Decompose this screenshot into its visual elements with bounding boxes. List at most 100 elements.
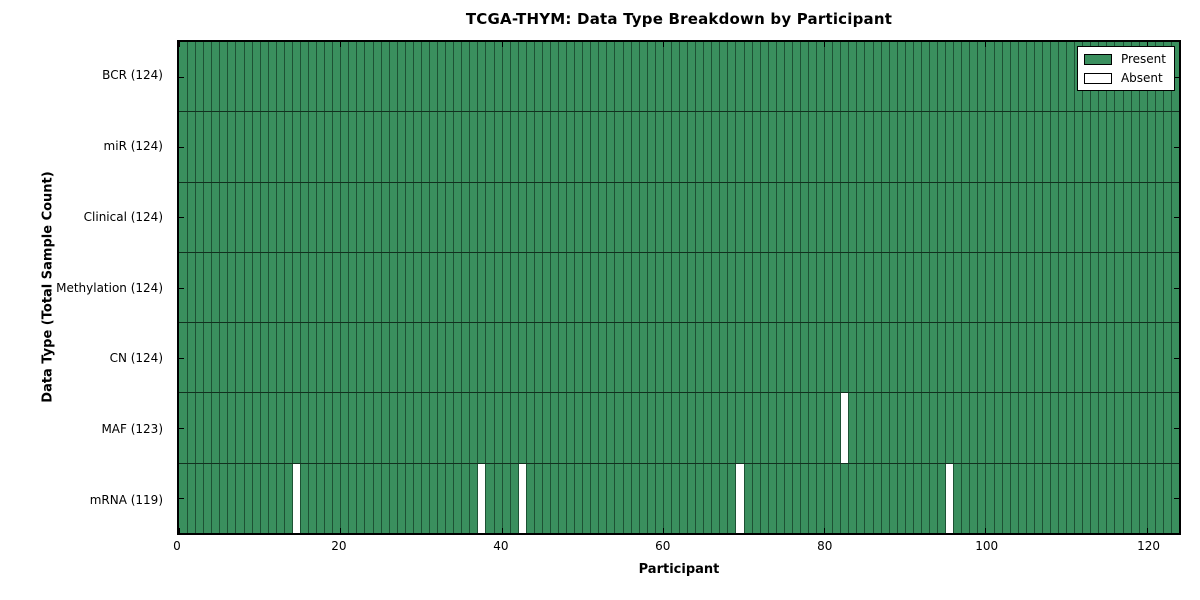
cell-present — [670, 463, 679, 533]
cell-present — [525, 252, 534, 323]
cell-present — [412, 42, 421, 112]
cell-present — [509, 112, 518, 182]
cell-present — [275, 323, 284, 393]
cell-present — [267, 182, 276, 252]
cell-present — [1162, 463, 1171, 533]
cell-present — [211, 182, 220, 252]
axis-tick — [985, 528, 987, 533]
cell-present — [622, 42, 631, 112]
cell-present — [678, 252, 688, 323]
cell-present — [719, 112, 728, 182]
cell-present — [880, 42, 889, 112]
cell-present — [719, 42, 728, 112]
cell-present — [928, 112, 938, 182]
cell-present — [219, 42, 228, 112]
cell-present — [469, 112, 478, 182]
cell-present — [864, 393, 873, 463]
cell-present — [719, 182, 728, 252]
cell-present — [1090, 182, 1099, 252]
cell-present — [211, 393, 220, 463]
cell-present — [227, 42, 236, 112]
cell-present — [582, 42, 591, 112]
cell-present — [735, 112, 744, 182]
cell-present — [775, 463, 784, 533]
cell-present — [630, 112, 639, 182]
cell-present — [799, 182, 809, 252]
cell-present — [598, 252, 607, 323]
cell-present — [1122, 323, 1131, 393]
cell-present — [904, 112, 913, 182]
cell-present — [340, 463, 349, 533]
cell-present — [1033, 42, 1042, 112]
cell-present — [404, 463, 413, 533]
cell-present — [799, 112, 809, 182]
cell-present — [420, 182, 429, 252]
cell-present — [1058, 112, 1067, 182]
cell-present — [558, 393, 567, 463]
cell-present — [808, 42, 817, 112]
cell-present — [477, 323, 486, 393]
cell-present — [1001, 463, 1010, 533]
cell-present — [493, 182, 502, 252]
cell-present — [1033, 112, 1042, 182]
cell-present — [937, 182, 946, 252]
cell-present — [606, 42, 615, 112]
heatmap-row-mrna — [179, 463, 1179, 533]
cell-present — [961, 42, 970, 112]
cell-present — [243, 393, 252, 463]
cell-present — [445, 42, 454, 112]
cell-present — [316, 182, 325, 252]
cell-present — [340, 393, 349, 463]
cell-present — [662, 463, 671, 533]
cell-present — [904, 252, 913, 323]
cell-present — [872, 463, 881, 533]
cell-present — [824, 42, 833, 112]
cell-present — [791, 112, 800, 182]
cell-present — [396, 252, 405, 323]
cell-present — [179, 252, 188, 323]
cell-present — [420, 323, 429, 393]
cell-present — [695, 463, 704, 533]
cell-present — [1130, 252, 1139, 323]
axis-tick — [985, 42, 987, 47]
cell-present — [912, 463, 921, 533]
cell-present — [1025, 323, 1034, 393]
cell-present — [687, 323, 696, 393]
cell-present — [703, 42, 712, 112]
cell-present — [1041, 112, 1050, 182]
cell-present — [945, 323, 954, 393]
cell-present — [759, 323, 768, 393]
cell-present — [332, 463, 341, 533]
cell-present — [203, 323, 212, 393]
cell-present — [751, 182, 760, 252]
cell-present — [791, 252, 800, 323]
cell-present — [469, 252, 478, 323]
cell-present — [808, 112, 817, 182]
cell-present — [388, 112, 397, 182]
cell-present — [791, 463, 800, 533]
cell-present — [904, 323, 913, 393]
cell-present — [662, 42, 671, 112]
cell-present — [461, 182, 470, 252]
cell-present — [340, 252, 349, 323]
cell-present — [1122, 182, 1131, 252]
cell-present — [864, 112, 873, 182]
cell-present — [1130, 182, 1139, 252]
cell-present — [509, 393, 518, 463]
cell-present — [695, 393, 704, 463]
cell-present — [1138, 182, 1147, 252]
cell-present — [428, 42, 438, 112]
cell-present — [985, 323, 994, 393]
cell-present — [187, 463, 196, 533]
cell-present — [453, 323, 462, 393]
cell-present — [920, 252, 929, 323]
cell-present — [324, 393, 333, 463]
axis-tick — [340, 42, 342, 47]
axis-tick — [1146, 42, 1148, 47]
cell-present — [606, 252, 615, 323]
cell-present — [912, 323, 921, 393]
cell-present — [880, 323, 889, 393]
cell-present — [670, 393, 679, 463]
cell-present — [396, 182, 405, 252]
cell-present — [638, 42, 647, 112]
